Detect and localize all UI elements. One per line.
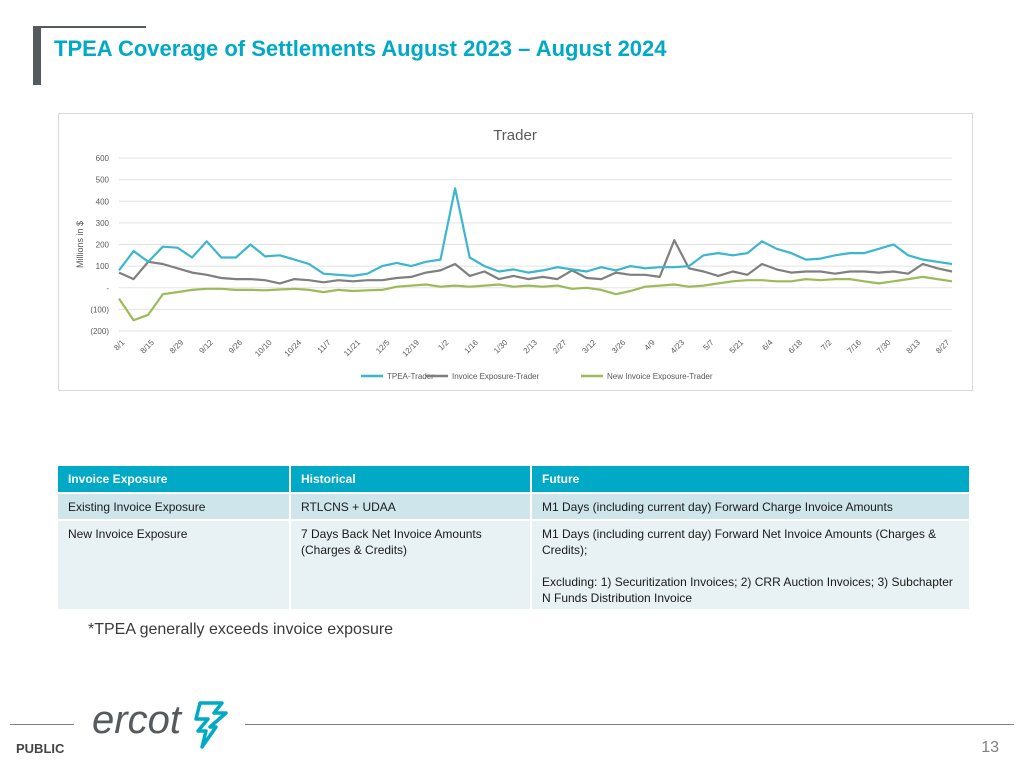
- ercot-logo: ercot: [92, 697, 232, 756]
- legend-label: Invoice Exposure-Trader: [452, 372, 540, 381]
- x-tick-label: 3/26: [610, 338, 628, 356]
- x-tick-label: 5/7: [701, 338, 716, 353]
- table-row: Existing Invoice Exposure RTLCNS + UDAA …: [58, 492, 971, 520]
- legend-label: New Invoice Exposure-Trader: [607, 372, 713, 381]
- x-tick-label: 3/12: [580, 338, 598, 356]
- title-accent-bar: [33, 26, 41, 85]
- cell-historical: RTLCNS + UDAA: [290, 492, 532, 520]
- title-accent-line: [33, 26, 146, 28]
- series-line-tpea-trader: [118, 187, 953, 277]
- y-tick-label: 100: [96, 262, 110, 271]
- y-tick-label: 300: [96, 219, 110, 228]
- x-tick-label: 9/12: [197, 338, 215, 356]
- series-line-new-invoice-exposure-trader: [118, 275, 953, 322]
- cell-future: M1 Days (including current day) Forward …: [531, 492, 971, 520]
- footer-divider-left: [10, 724, 74, 725]
- logo-wordmark: ercot: [92, 698, 183, 742]
- y-tick-label: 600: [96, 154, 110, 163]
- x-tick-label: 1/30: [492, 338, 510, 356]
- x-tick-label: 10/24: [283, 338, 304, 359]
- x-tick-label: 4/9: [643, 338, 658, 353]
- x-tick-label: 7/30: [875, 338, 893, 356]
- x-tick-label: 8/15: [138, 338, 156, 356]
- x-tick-label: 8/27: [934, 338, 952, 356]
- footer-public-label: PUBLIC: [16, 741, 65, 756]
- y-tick-label: 500: [96, 176, 110, 185]
- x-tick-label: 12/5: [374, 338, 392, 356]
- x-tick-label: 12/19: [401, 338, 422, 359]
- x-tick-label: 5/21: [728, 338, 746, 356]
- x-tick-label: 11/21: [342, 338, 362, 358]
- x-tick-label: 7/16: [846, 338, 864, 356]
- x-tick-label: 2/27: [551, 338, 569, 356]
- y-tick-label: (100): [90, 305, 109, 314]
- y-axis-label: Millions in $: [75, 221, 85, 268]
- cell-historical: 7 Days Back Net Invoice Amounts (Charges…: [290, 519, 532, 609]
- page-title: TPEA Coverage of Settlements August 2023…: [54, 36, 667, 61]
- chart-container: Trader 600 500 400 300 200 100 - (100) (200) Milli…: [58, 113, 973, 391]
- cell-future-text: M1 Days (including current day) Forward …: [542, 500, 893, 514]
- cell-future: M1 Days (including current day) Forward …: [531, 519, 971, 609]
- chart-title: Trader: [493, 127, 537, 144]
- cell-exposure-type: Existing Invoice Exposure: [58, 492, 291, 520]
- header-invoice-exposure: Invoice Exposure: [58, 466, 291, 493]
- header-future: Future: [531, 466, 971, 493]
- trader-chart: Trader 600 500 400 300 200 100 - (100) (200) Milli…: [75, 127, 953, 381]
- x-tick-label: 6/4: [760, 338, 775, 353]
- y-tick-label: (200): [90, 327, 109, 336]
- x-tick-label: 10/10: [253, 338, 274, 359]
- cell-exposure-type: New Invoice Exposure: [58, 519, 291, 609]
- series-line-invoice-exposure-trader: [118, 239, 953, 285]
- legend-label: TPEA-Trader: [387, 372, 434, 381]
- exposure-table: Invoice Exposure Historical Future Exist…: [58, 466, 971, 609]
- x-tick-label: 8/13: [905, 338, 923, 356]
- footnote: *TPEA generally exceeds invoice exposure: [88, 621, 394, 638]
- x-tick-label: 8/1: [112, 338, 127, 353]
- x-tick-label: 11/7: [316, 338, 333, 355]
- x-tick-label: 7/2: [819, 338, 834, 353]
- lightning-bolt-icon: [194, 701, 228, 749]
- page-number: 13: [981, 739, 999, 756]
- y-tick-label: 200: [96, 241, 110, 250]
- cell-future-text: M1 Days (including current day) Forward …: [542, 527, 937, 557]
- x-tick-label: 4/23: [669, 338, 687, 356]
- x-tick-label: 6/18: [787, 338, 805, 356]
- x-tick-label: 8/29: [168, 338, 186, 356]
- header-historical: Historical: [290, 466, 532, 493]
- table-row: New Invoice Exposure 7 Days Back Net Inv…: [58, 519, 971, 609]
- footer-divider-right: [245, 724, 1014, 725]
- cell-future-exclusions: Excluding: 1) Securitization Invoices; 2…: [542, 575, 953, 605]
- x-tick-label: 1/16: [463, 338, 481, 356]
- x-tick-label: 9/26: [227, 338, 245, 356]
- x-tick-label: 1/2: [436, 338, 451, 353]
- y-tick-label: 400: [96, 197, 110, 206]
- table-header-row: Invoice Exposure Historical Future: [58, 466, 971, 493]
- y-tick-label: -: [106, 284, 109, 293]
- x-tick-label: 2/13: [522, 338, 540, 356]
